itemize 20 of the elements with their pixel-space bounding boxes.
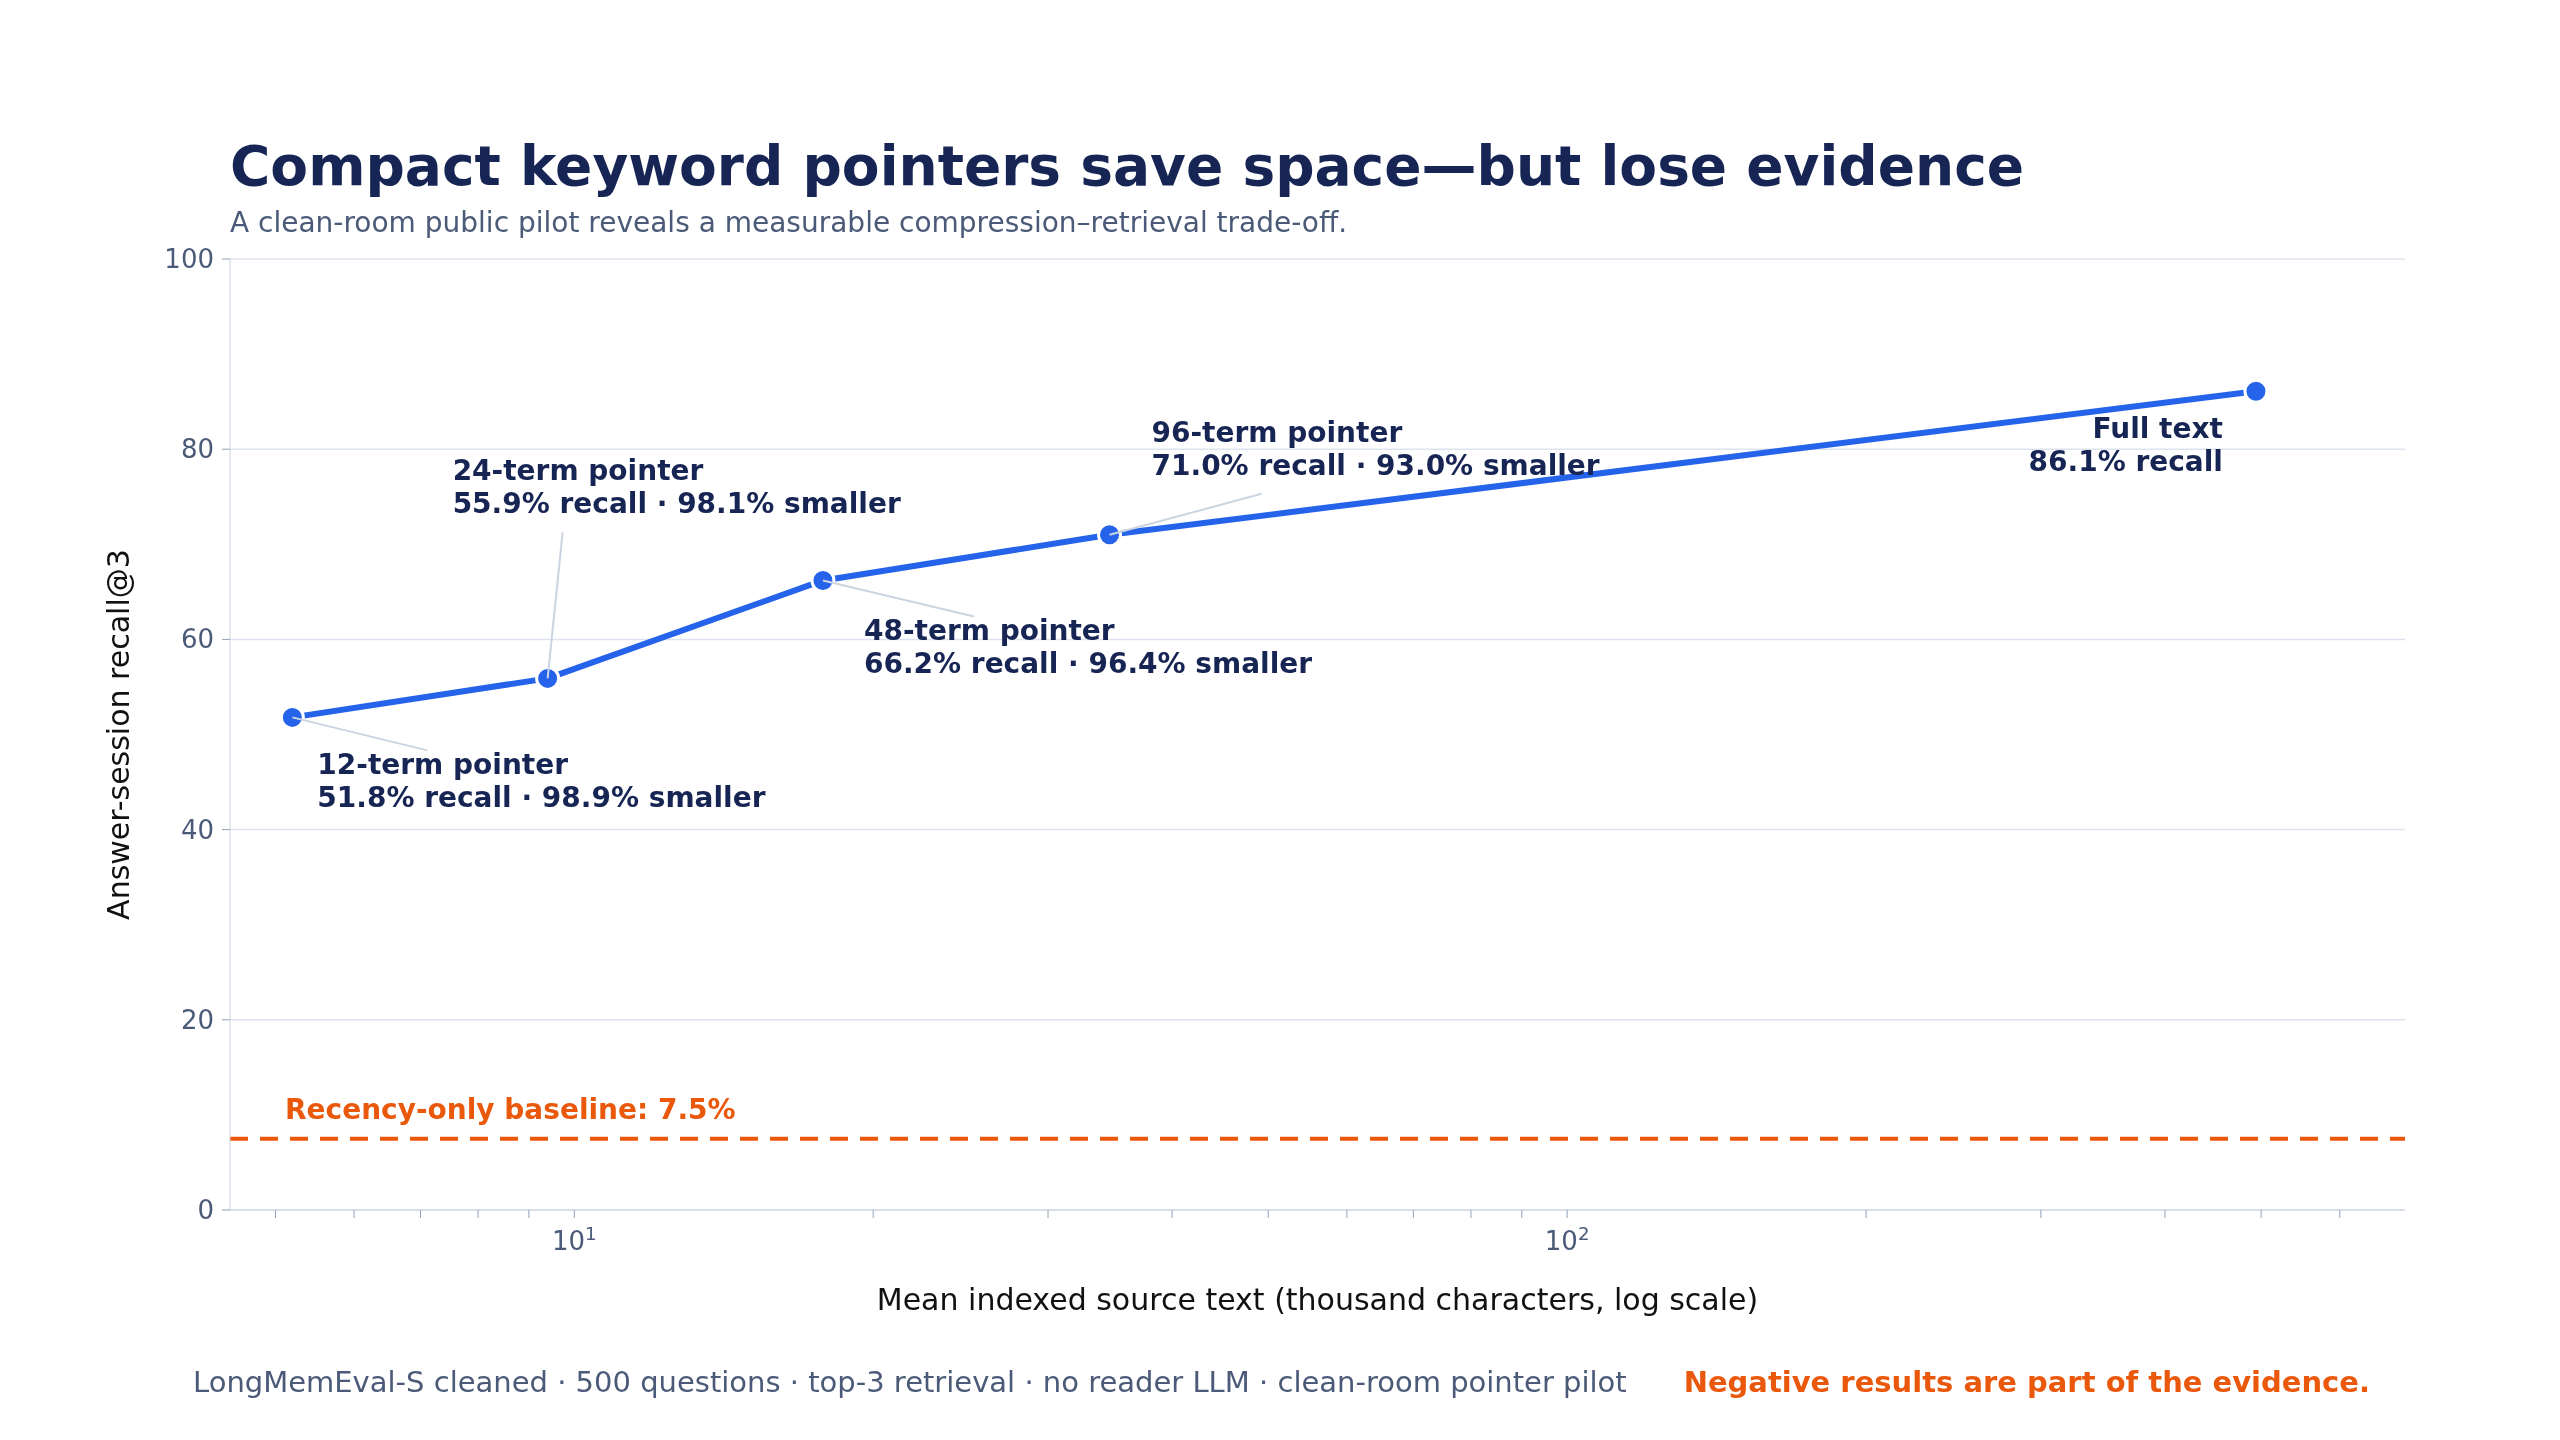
annotation: 24-term pointer 55.9% recall · 98.1% smaller [452,454,901,521]
chart-title: Compact keyword pointers save space—but lose evidence [230,134,2025,198]
annotation: 48-term pointer 66.2% recall · 96.4% smaller [863,614,1313,681]
text: Negative results are part of the evidence. [1683,1365,2370,1399]
annotation: Full text 86.1% recall [2028,412,2223,479]
y-tick-label: 40 [180,814,214,845]
x-tick-label: 10$^{2}$ [1544,1222,1590,1256]
x-tick-label: 10$^{1}$ [551,1222,597,1256]
ref-line-label: Recency-only baseline: 7.5% [285,1092,736,1126]
y-tick-label: 0 [197,1195,214,1225]
text: LongMemEval-S cleaned · 500 questions · top-3 retrieval · no reader LLM · clean-room pointer pilot [193,1365,1627,1399]
y-tick-label: 80 [180,434,214,465]
y-tick-label: 100 [164,244,214,274]
annotation: 96-term pointer 71.0% recall · 93.0% smaller [1151,415,1600,482]
chart-subtitle: A clean-room public pilot reveals a measurable compression–retrieval trade-off. [230,206,1348,239]
y-tick-label: 60 [180,624,214,655]
x-axis-title: Mean indexed source text (thousand characters, log scale) [876,1282,1759,1317]
y-tick-label: 20 [180,1004,214,1035]
y-axis-title: Answer-session recall@3 [100,549,136,920]
annotation: 12-term pointer 51.8% recall · 98.9% smaller [317,748,766,815]
